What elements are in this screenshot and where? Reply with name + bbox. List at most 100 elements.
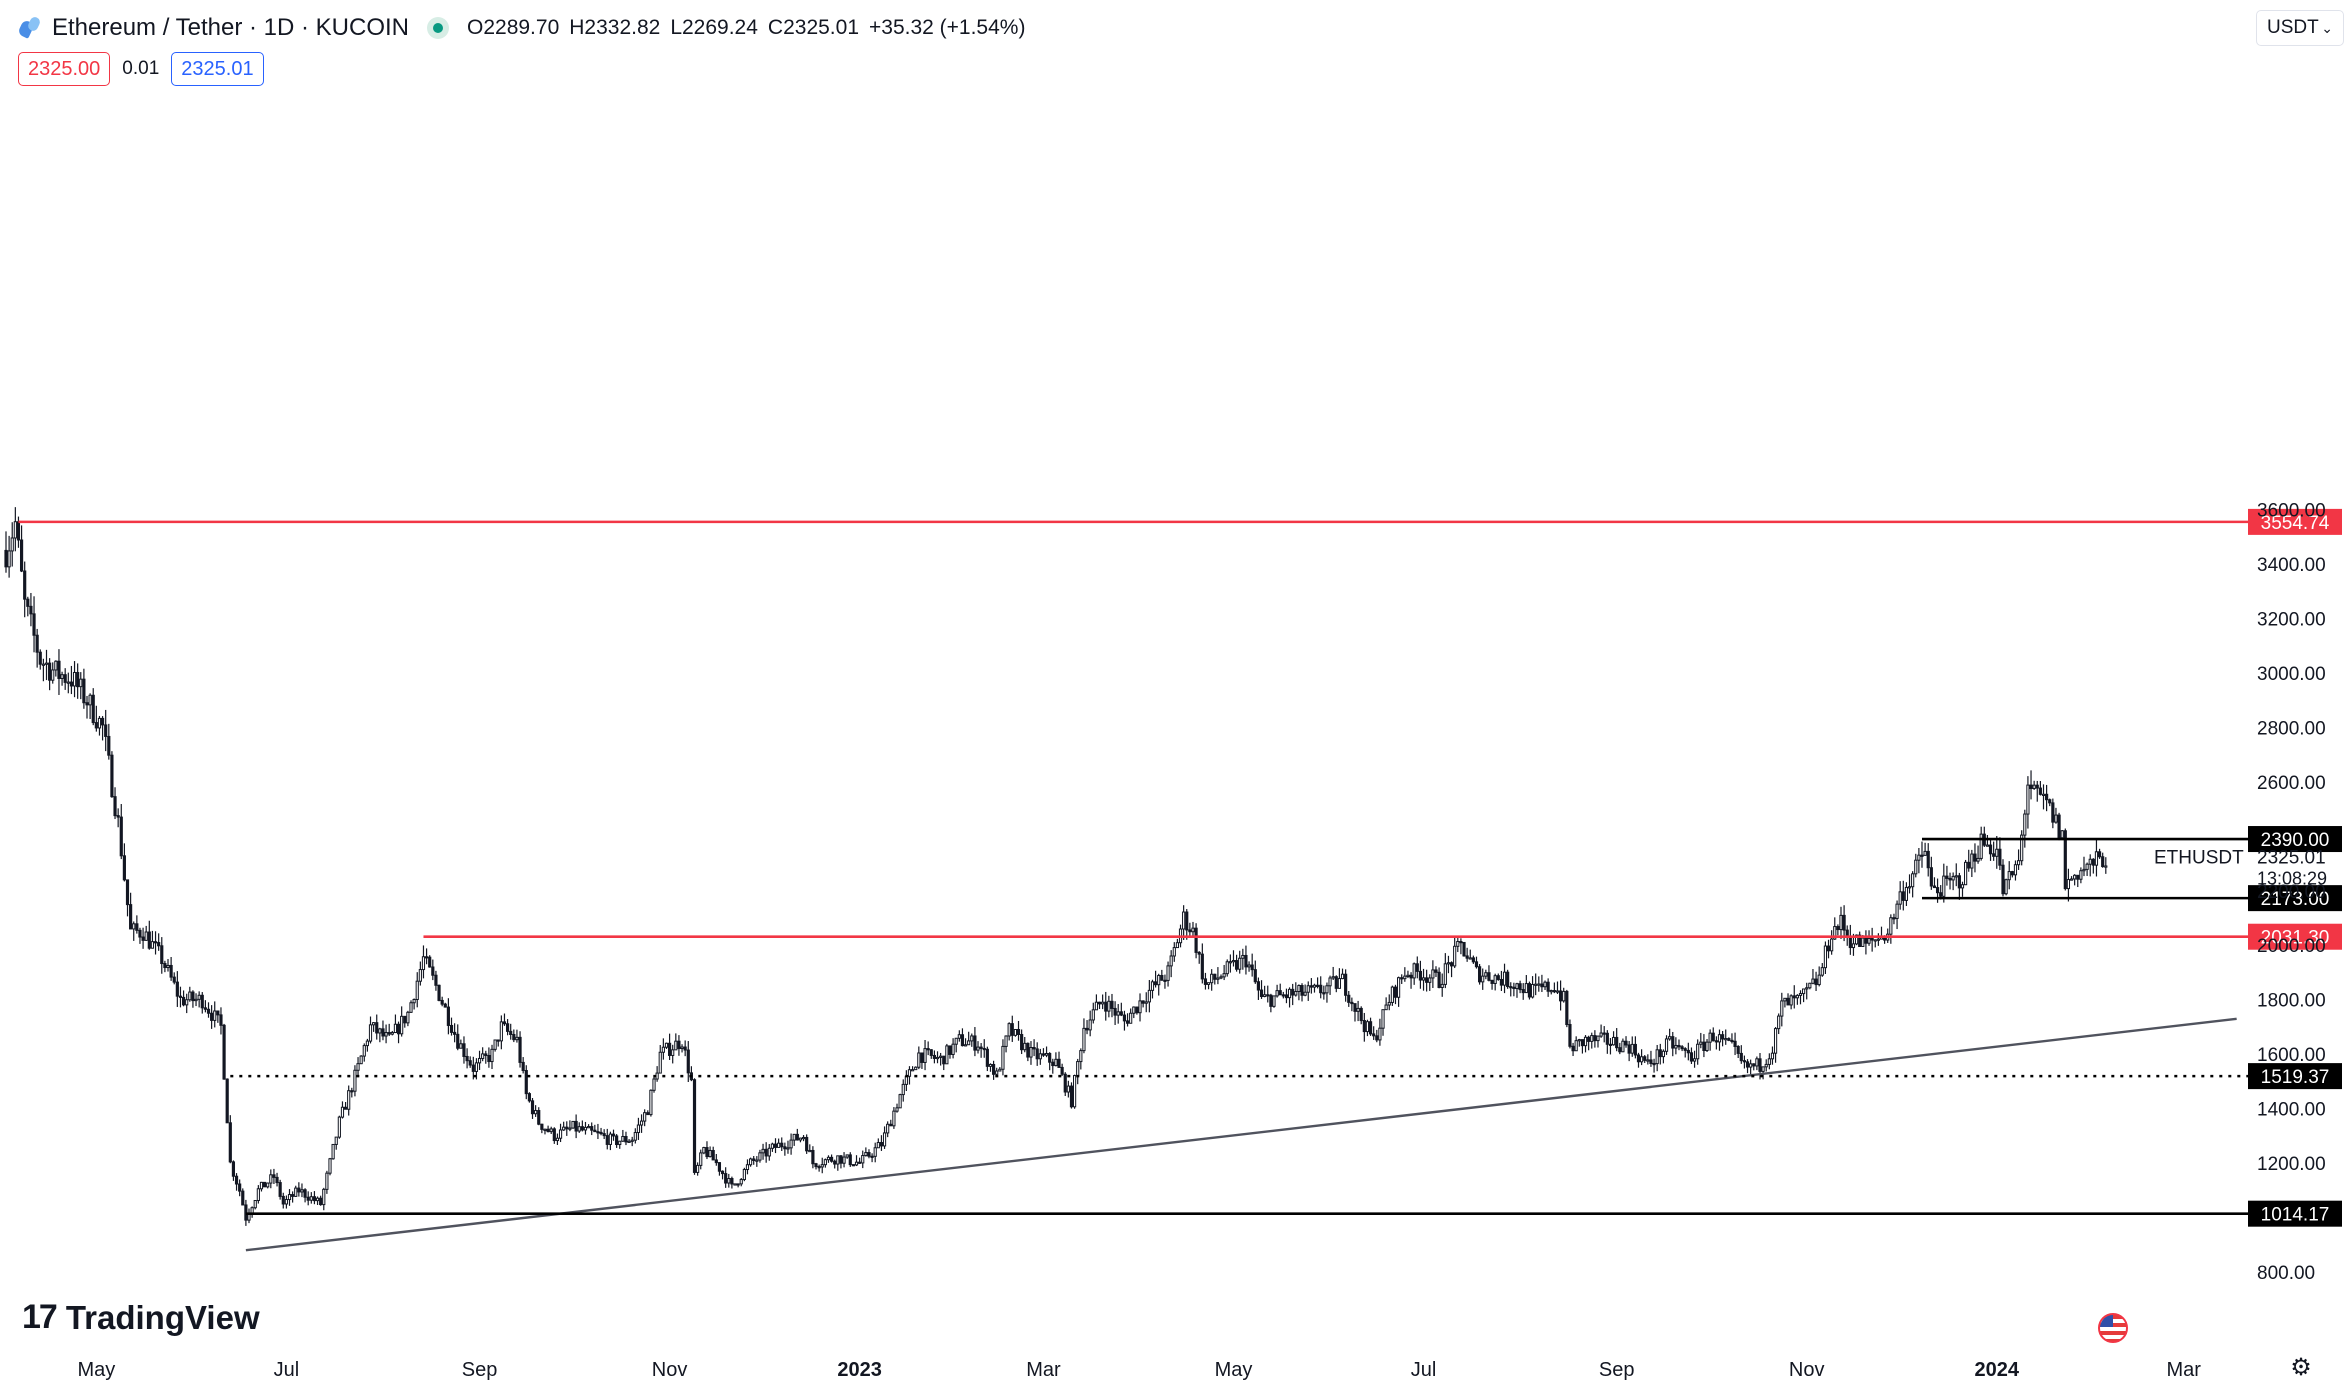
bull-candle-body [328,1158,332,1174]
candle [1016,1020,1021,1041]
tradingview-logo[interactable]: 17 TradingView [22,1298,260,1337]
candle [1699,1032,1703,1049]
candle [1817,966,1821,987]
candle [1549,989,1553,995]
bear-candle-body [580,1126,584,1131]
bear-candle-body [1122,1014,1127,1022]
candle [1543,980,1547,990]
bear-candle-body [724,1173,728,1184]
change-value: +35.32 (+1.54%) [869,16,1026,39]
candle [1340,968,1345,980]
bull-candle-body [808,1149,812,1153]
candle [1200,943,1204,984]
candle [1839,906,1843,939]
bull-candle-body [213,1010,217,1021]
symbol-title[interactable]: Ethereum / Tether · 1D · KUCOIN [17,14,409,42]
bear-candle-body [35,634,39,653]
bear-candle-body [1721,1034,1725,1040]
bull-candle-body [1823,945,1828,969]
bear-candle-body [437,984,441,1001]
candle [238,1179,242,1197]
currency-select[interactable]: USDT ⌄ [2256,10,2344,46]
bull-candle-body [259,1181,264,1190]
bull-candle-body [1555,990,1560,993]
candle [939,1052,943,1066]
candle [1166,961,1170,987]
y-tick-label: 3400.00 [2257,555,2326,576]
candle [1362,1012,1366,1042]
bear-candle-body [1319,984,1323,994]
candle [26,596,30,617]
bear-candle-body [783,1146,787,1150]
candle [1742,1055,1747,1069]
candle [1948,872,1952,890]
bull-candle-body [2032,784,2036,789]
candle [1425,969,1429,992]
candle [178,986,183,1008]
candle [599,1127,603,1136]
candle [530,1097,535,1119]
bear-candle-body [104,724,108,737]
candle [957,1030,961,1042]
candle [699,1149,703,1170]
candle [437,984,441,1002]
bull-candle-body [988,1063,993,1067]
candle [976,1041,980,1054]
bull-candle-body [1406,974,1410,977]
bull-candle-body [1761,1066,1765,1072]
candle [2020,830,2024,866]
candle [1088,1010,1092,1037]
candle [41,658,45,682]
buy-button[interactable]: 2325.01 [171,52,264,86]
candle [1680,1045,1684,1052]
bear-candle-body [428,956,432,968]
bear-candle-body [1967,861,1971,869]
us-flag-icon[interactable] [2098,1313,2128,1343]
y-tick-label: 2800.00 [2257,718,2326,739]
candle [222,1023,226,1080]
candle [1415,956,1419,979]
bear-candle-body [780,1142,784,1148]
bull-candle-body [1833,926,1837,940]
candle [1421,968,1426,991]
bull-candle-body [72,671,77,687]
candle [1496,973,1500,981]
bull-candle-body [353,1069,357,1092]
bull-candle-body [901,1083,905,1096]
candle [1717,1029,1722,1051]
candle [2013,860,2018,881]
candle [736,1183,740,1188]
x-tick-label: 2023 [837,1359,882,1381]
bear-candle-body [1465,955,1469,959]
gear-icon[interactable]: ⚙ [2290,1354,2312,1381]
bull-candle-body [1851,943,1856,949]
candle [1555,981,1560,995]
bear-candle-body [100,717,105,726]
candle [1911,871,1915,898]
bear-candle-body [1026,1042,1030,1058]
candle [51,662,55,684]
candle [727,1173,731,1188]
bear-candle-body [552,1128,556,1142]
candle [1244,945,1248,975]
candle [1334,975,1338,993]
sell-button[interactable]: 2325.00 [18,52,111,86]
bear-candle-body [1736,1045,1740,1054]
bull-candle-body [895,1107,899,1112]
candle [867,1149,871,1159]
candle [7,535,11,578]
candle [135,915,139,934]
level-label-3554.74: 3554.74 [2261,513,2330,534]
candle [378,1027,382,1043]
bear-candle-body [1449,962,1454,967]
candle [1303,984,1307,997]
bear-candle-body [350,1090,354,1093]
bear-candle-body [272,1174,276,1178]
bear-candle-body [1487,972,1491,981]
candle [1976,845,1980,864]
bull-candle-body [1431,969,1435,979]
bull-candle-body [1381,1009,1385,1029]
candle [1138,993,1142,1022]
